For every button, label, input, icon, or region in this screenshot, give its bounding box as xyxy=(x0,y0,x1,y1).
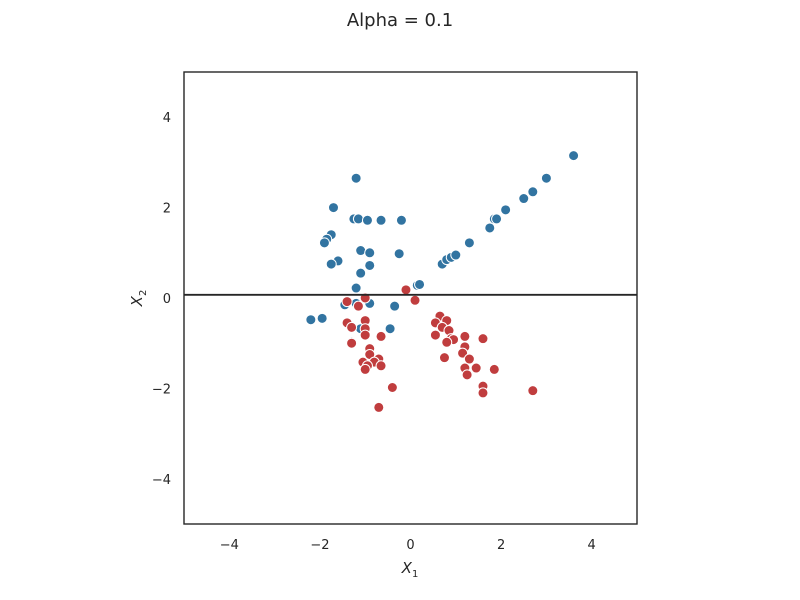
blue-point-14 xyxy=(325,258,337,270)
blue-point-25 xyxy=(305,314,317,326)
red-point-7 xyxy=(346,321,358,333)
blue-point-36 xyxy=(491,213,503,225)
blue-point-4 xyxy=(361,214,373,226)
red-point-36 xyxy=(470,362,482,374)
blue-point-39 xyxy=(527,186,539,198)
blue-point-33 xyxy=(463,237,475,249)
red-point-0 xyxy=(400,284,412,296)
red-point-4 xyxy=(352,300,364,312)
red-point-27 xyxy=(429,329,441,341)
x-tick-label: 0 xyxy=(406,538,414,553)
y-axis-ticks: −4 −2 0 2 4 xyxy=(152,111,171,488)
blue-point-21 xyxy=(389,300,401,312)
points-layer xyxy=(305,150,580,413)
red-point-21 xyxy=(373,401,385,413)
red-point-10 xyxy=(359,329,371,341)
blue-point-26 xyxy=(316,312,328,324)
blue-point-41 xyxy=(568,150,580,162)
blue-point-0 xyxy=(350,172,362,184)
blue-point-17 xyxy=(350,282,362,294)
x-tick-label: 2 xyxy=(497,538,505,553)
y-tick-label: −2 xyxy=(152,382,171,397)
blue-point-23 xyxy=(384,323,396,335)
red-point-42 xyxy=(477,387,489,399)
red-point-35 xyxy=(477,333,489,345)
red-point-1 xyxy=(409,294,421,306)
red-point-2 xyxy=(341,296,353,308)
blue-point-38 xyxy=(518,193,530,205)
blue-point-16 xyxy=(355,267,367,279)
blue-point-9 xyxy=(318,237,330,249)
blue-point-3 xyxy=(352,213,364,225)
y-axis-label: X2 xyxy=(128,290,149,308)
chart-title: Alpha = 0.1 xyxy=(347,10,453,31)
red-point-18 xyxy=(375,360,387,372)
blue-point-5 xyxy=(375,214,387,226)
blue-point-10 xyxy=(355,245,367,257)
blue-point-28 xyxy=(414,278,426,290)
red-point-40 xyxy=(438,352,450,364)
x-axis-label: X1 xyxy=(401,559,419,580)
blue-point-34 xyxy=(484,222,496,234)
red-point-11 xyxy=(346,337,358,349)
y-tick-label: 4 xyxy=(163,111,171,126)
red-point-30 xyxy=(441,336,453,348)
plot-frame xyxy=(183,71,638,525)
red-point-9 xyxy=(375,330,387,342)
red-point-31 xyxy=(459,330,471,342)
blue-point-12 xyxy=(393,248,405,260)
blue-point-1 xyxy=(327,202,339,214)
red-point-38 xyxy=(461,369,473,381)
blue-point-11 xyxy=(364,247,376,259)
x-tick-label: 4 xyxy=(588,538,596,553)
y-tick-label: −4 xyxy=(152,473,171,488)
y-tick-label: 0 xyxy=(163,292,171,307)
x-tick-label: −2 xyxy=(310,538,329,553)
red-point-39 xyxy=(488,363,500,375)
red-point-19 xyxy=(359,363,371,375)
blue-point-15 xyxy=(364,259,376,271)
red-point-34 xyxy=(463,353,475,365)
blue-point-40 xyxy=(540,172,552,184)
blue-point-32 xyxy=(450,249,462,261)
red-point-43 xyxy=(527,385,539,397)
x-tick-label: −4 xyxy=(220,538,239,553)
x-axis-ticks: −4 −2 0 2 4 xyxy=(220,538,596,553)
blue-point-37 xyxy=(500,204,512,216)
red-point-20 xyxy=(386,381,398,393)
blue-point-6 xyxy=(395,214,407,226)
y-tick-label: 2 xyxy=(163,202,171,217)
